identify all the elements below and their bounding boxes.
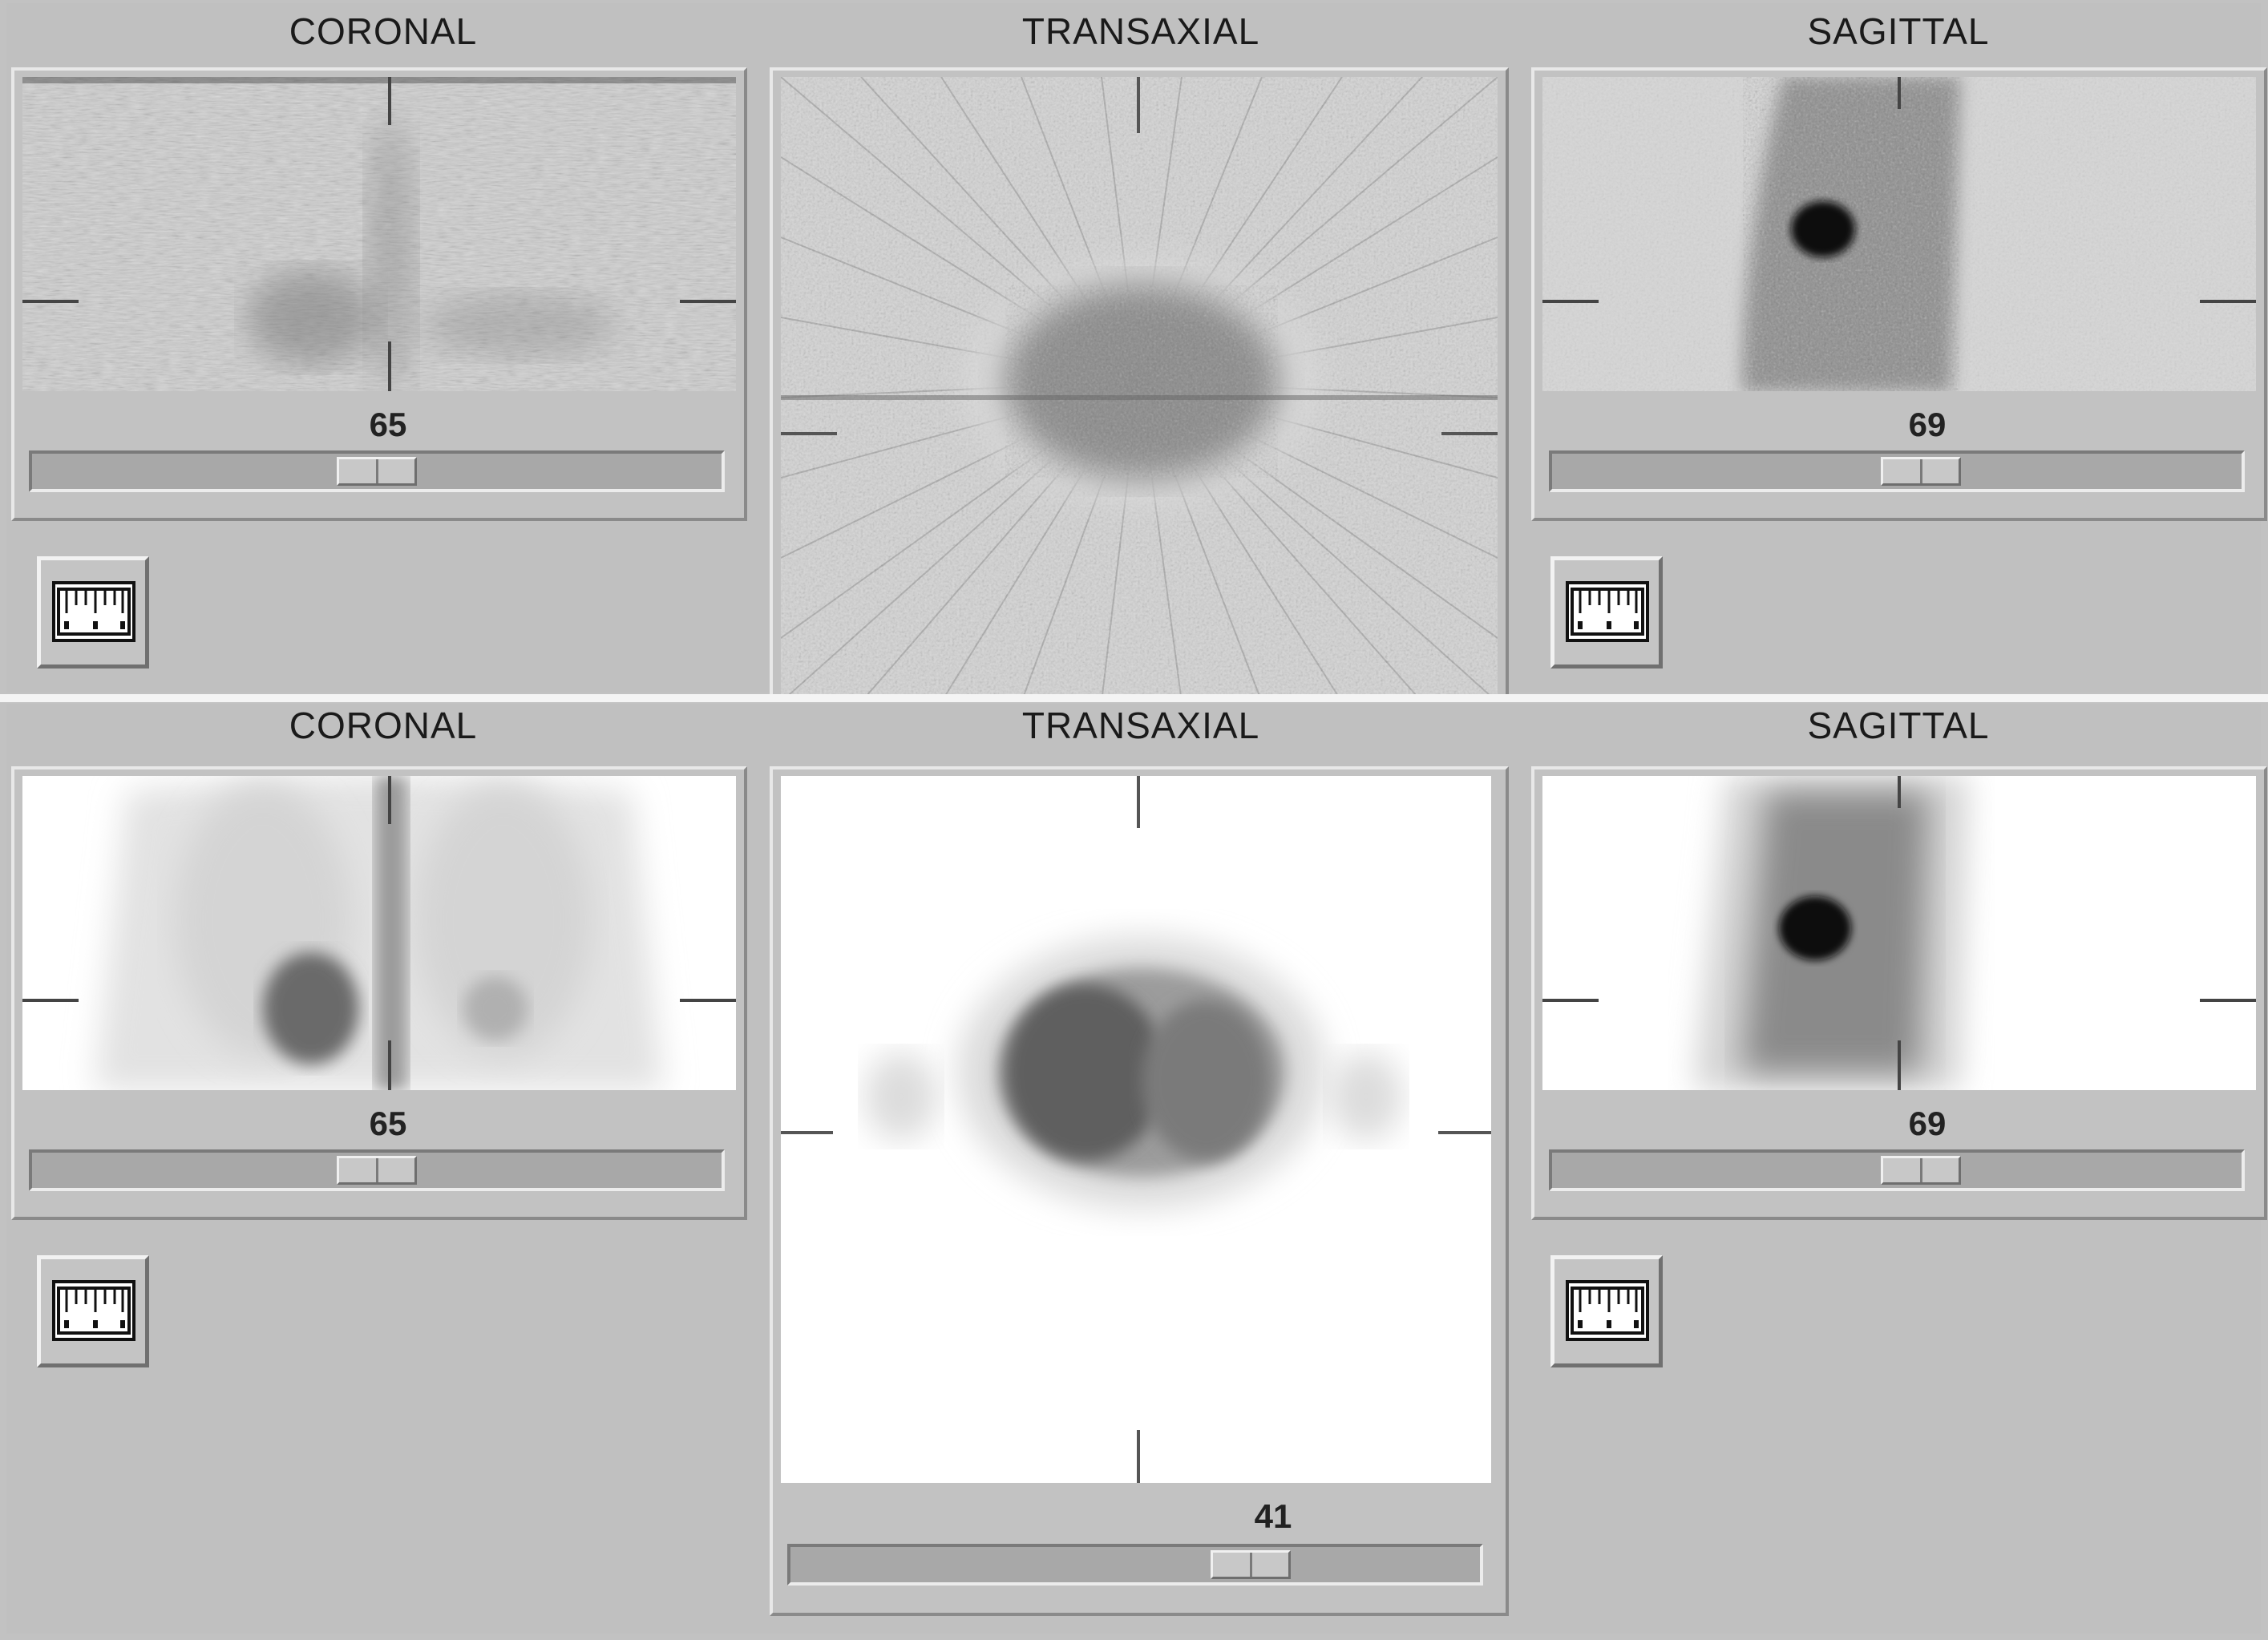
transaxial-image[interactable] (781, 77, 1498, 702)
sagittal-slice-slider[interactable] (1549, 1149, 2245, 1191)
sagittal-image[interactable] (1542, 776, 2256, 1090)
filtered-row: CORONAL TRANSAXIAL SAGITTAL 65 (6, 3, 2267, 702)
ruler-icon (52, 1280, 135, 1341)
coronal-slice-slider[interactable] (29, 450, 725, 492)
transaxial-slice-number: 41 (1254, 1497, 1292, 1535)
transaxial-title: TRANSAXIAL (1021, 705, 1260, 746)
sagittal-slider-thumb[interactable] (1881, 457, 1961, 486)
coronal-panel: 65 (11, 766, 747, 1220)
sagittal-title: SAGITTAL (1807, 705, 1990, 746)
sagittal-slider-thumb[interactable] (1881, 1156, 1961, 1185)
sagittal-slice-number: 69 (1908, 1105, 1947, 1142)
coronal-measure-button[interactable] (37, 1255, 149, 1367)
corrected-row: CORONAL TRANSAXIAL SAGITTAL (6, 704, 2267, 1634)
coronal-title: CORONAL (289, 705, 478, 746)
coronal-image[interactable] (22, 776, 736, 1090)
coronal-slice-slider[interactable] (29, 1149, 725, 1191)
coronal-slider-thumb[interactable] (337, 1156, 417, 1185)
sagittal-measure-button[interactable] (1550, 1255, 1663, 1367)
coronal-measure-button[interactable] (37, 556, 149, 669)
sagittal-title: SAGITTAL (1807, 10, 1990, 52)
sagittal-slice-number: 69 (1908, 406, 1947, 443)
coronal-image[interactable] (22, 77, 736, 391)
transaxial-slider-thumb[interactable] (1211, 1550, 1291, 1579)
sagittal-image[interactable] (1542, 77, 2256, 391)
coronal-slice-number: 65 (369, 1105, 407, 1142)
coronal-slice-number: 65 (369, 406, 407, 443)
sagittal-panel: 69 (1531, 766, 2267, 1220)
coronal-slider-thumb[interactable] (337, 457, 417, 486)
ruler-icon (1566, 1280, 1649, 1341)
transaxial-panel (770, 67, 1509, 702)
sagittal-measure-button[interactable] (1550, 556, 1663, 669)
coronal-panel: 65 (11, 67, 747, 521)
transaxial-image[interactable] (781, 776, 1491, 1483)
ruler-icon (52, 581, 135, 642)
sagittal-panel: 69 (1531, 67, 2267, 521)
sagittal-slice-slider[interactable] (1549, 450, 2245, 492)
row-divider (0, 694, 2268, 702)
coronal-title: CORONAL (289, 10, 478, 52)
transaxial-panel: 41 (770, 766, 1509, 1616)
ruler-icon (1566, 581, 1649, 642)
transaxial-slice-slider[interactable] (787, 1544, 1483, 1585)
transaxial-title: TRANSAXIAL (1021, 10, 1260, 52)
